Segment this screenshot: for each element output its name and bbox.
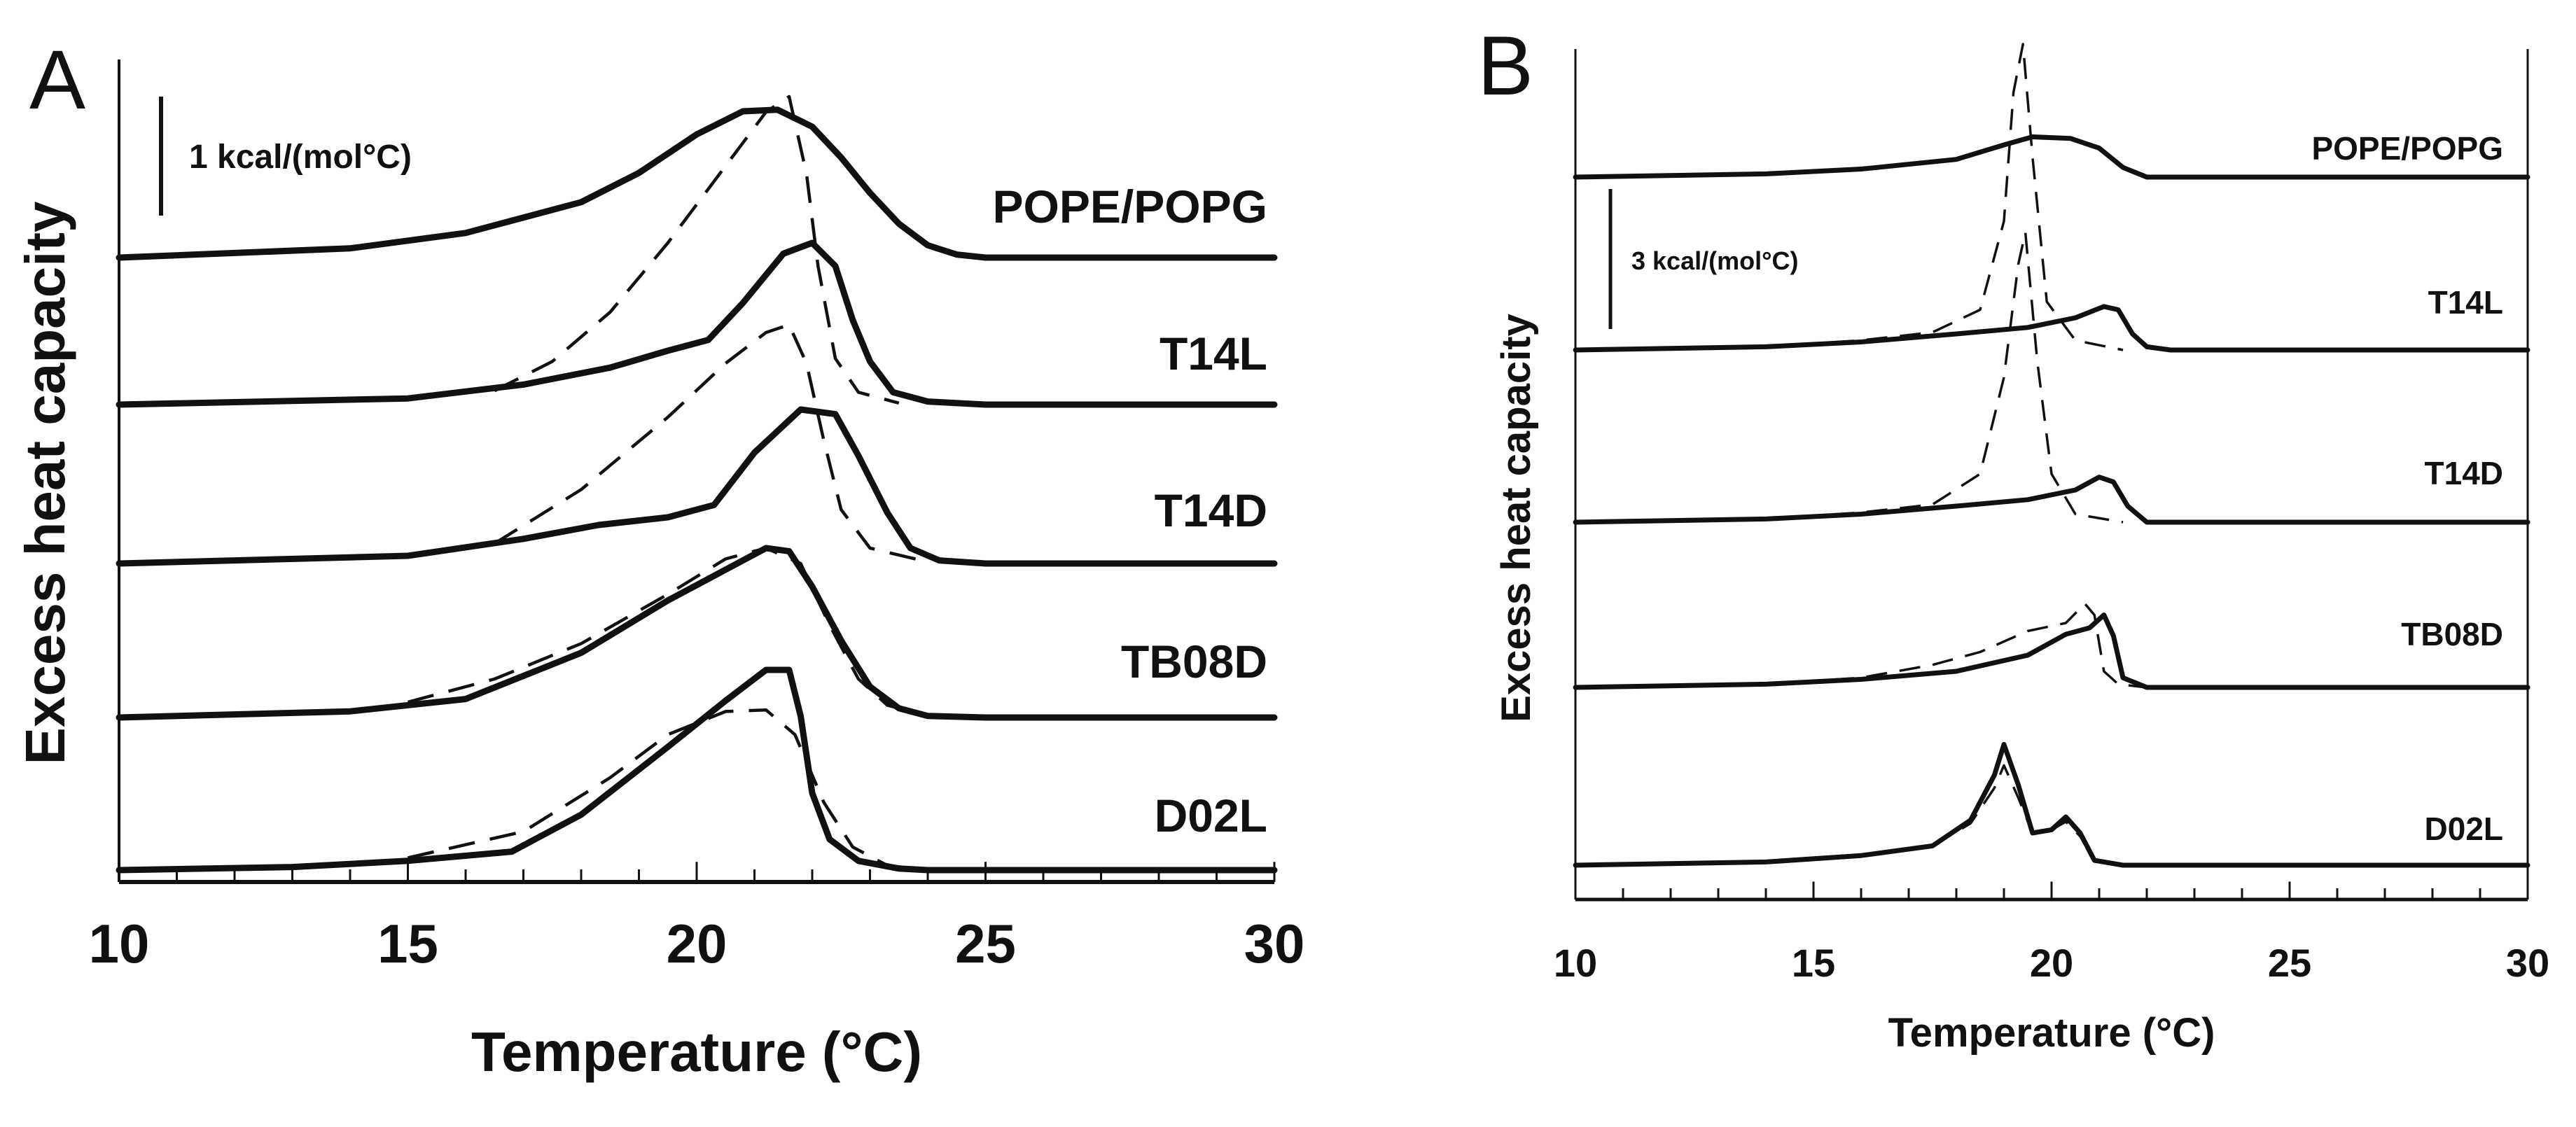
- solid-curve-d02l: [116, 666, 1278, 874]
- panel-b: B 10 15 20 25 30 POPE/POPGT14LT14DTB08DD02L …: [1477, 19, 2549, 1056]
- x-tick-label: 10: [89, 913, 150, 974]
- solid-curve-t14l: [116, 239, 1278, 408]
- dashed-curve-t14l: [494, 94, 900, 405]
- x-ticks-a: 10 15 20 25 30: [89, 862, 1305, 974]
- dashed-curve-t14d: [1765, 231, 2124, 524]
- solid-curve-tb08d: [1573, 612, 2530, 690]
- panel-letter-b: B: [1477, 19, 1533, 113]
- curve-label-tb08d: TB08D: [2401, 616, 2503, 652]
- x-axis-title-b: Temperature (°C): [1888, 1010, 2215, 1056]
- curves-a: [116, 94, 1278, 874]
- solid-curve-t14l: [1573, 304, 2530, 353]
- x-tick-label: 25: [2268, 941, 2311, 985]
- curve-label-t14l: T14L: [1160, 328, 1267, 379]
- x-ticks-b: 10 15 20 25 30: [1554, 881, 2549, 985]
- x-tick-label: 30: [1244, 913, 1305, 974]
- x-tick-label: 30: [2506, 941, 2549, 985]
- x-tick-label: 15: [1792, 941, 1835, 985]
- solid-curve-t14d: [1573, 475, 2530, 525]
- solid-curve-tb08d: [116, 545, 1278, 721]
- solid-curve-t14d: [116, 406, 1278, 567]
- scale-bar-label-b: 3 kcal/(mol°C): [1631, 246, 1798, 275]
- scale-bar-label-a: 1 kcal/(mol°C): [189, 139, 412, 176]
- panel-a: A 10 15 20 25 30 POPE/POPGT14LT14DTB08DD02L …: [14, 33, 1304, 1083]
- curve-label-d02l: D02L: [1155, 790, 1267, 841]
- curve-labels-a: POPE/POPG T14L T14D TB08D D02L: [993, 181, 1267, 841]
- x-tick-label: 20: [2030, 941, 2073, 985]
- curve-label-tb08d: TB08D: [1121, 636, 1267, 687]
- curve-labels-b: POPE/POPG T14L T14D TB08D D02L: [2311, 130, 2503, 847]
- x-tick-label: 10: [1554, 941, 1597, 985]
- x-tick-label: 15: [377, 913, 438, 974]
- solid-curve-pope-popg: [1573, 134, 2530, 180]
- x-tick-label: 25: [955, 913, 1016, 974]
- panel-letter-a: A: [29, 33, 85, 127]
- curve-label-pope-popg: POPE/POPG: [2311, 130, 2503, 167]
- x-tick-label: 20: [667, 913, 727, 974]
- curve-label-pope-popg: POPE/POPG: [993, 181, 1267, 232]
- curve-label-t14l: T14L: [2428, 284, 2503, 321]
- dashed-curve-t14l: [1765, 43, 2124, 351]
- dashed-curve-d02l: [1765, 764, 2124, 867]
- dashed-curve-t14d: [494, 323, 928, 564]
- curves-b: [1573, 43, 2530, 868]
- x-axis-title-a: Temperature (°C): [471, 1021, 922, 1083]
- y-axis-title-b: Excess heat capacity: [1494, 314, 1539, 722]
- curve-label-d02l: D02L: [2425, 811, 2503, 847]
- dashed-curve-d02l: [408, 708, 928, 872]
- curve-label-t14d: T14D: [1155, 484, 1267, 536]
- solid-curve-d02l: [1573, 742, 2530, 868]
- curve-label-t14d: T14D: [2425, 455, 2503, 491]
- dashed-curve-tb08d: [1765, 602, 2147, 689]
- y-axis-title-a: Excess heat capacity: [14, 201, 76, 764]
